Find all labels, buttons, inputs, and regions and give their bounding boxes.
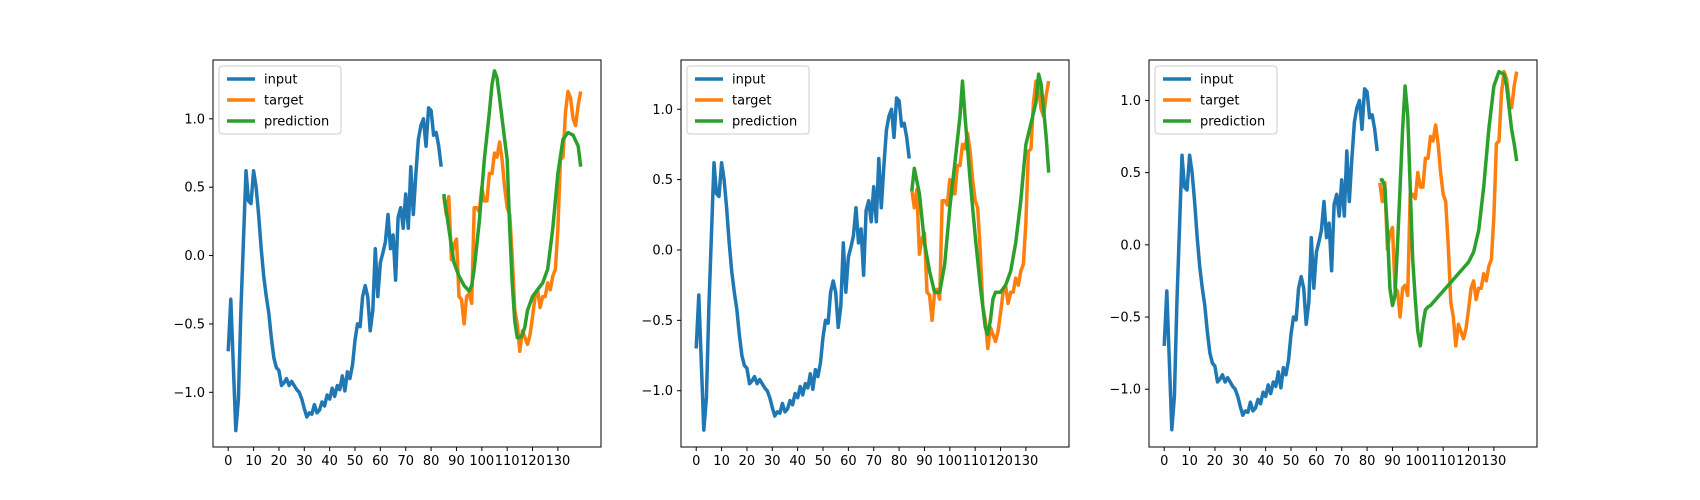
x-tick-label: 20 [1207,454,1224,469]
legend-box [686,65,810,135]
x-tick-label: 30 [764,454,781,469]
legend-label-target: target [732,94,772,109]
legend: input target prediction [686,65,810,135]
series-group [1162,69,1519,432]
x-tick-label: 90 [448,454,465,469]
x-tick-label: 80 [1359,454,1376,469]
y-tick-label: −1.0 [641,384,673,399]
x-tick-label: 40 [1257,454,1274,469]
y-tick-label: 1.0 [184,112,205,127]
x-tick-label: 0 [224,454,232,469]
legend-label-target: target [264,94,304,109]
legend: input target prediction [218,65,342,135]
x-tick-label: 10 [245,454,262,469]
axes-frame [212,59,602,448]
legend-label-prediction: prediction [1200,115,1265,130]
x-tick-label: 50 [1283,454,1300,469]
legend-label-target: target [1200,94,1240,109]
series-line-input [1162,87,1379,432]
subplots: 0 10 20 30 40 50 60 70 80 90 100 110 120 130−1.0−0.50… [173,59,1538,469]
series-line-prediction [910,72,1051,337]
y-tick-label: 0.0 [652,243,673,258]
y-tick-label: 1.0 [1120,94,1141,109]
x-tick-label: 110 [1431,454,1456,469]
legend-box [1154,65,1278,135]
x-tick-label: 100 [937,454,962,469]
y-tick-label: −0.5 [1109,311,1141,326]
subplot-2: 0 10 20 30 40 50 60 70 80 90 100 110 120 130 −1.0 −0.5 0… [641,59,1070,469]
x-tick-label: 30 [296,454,313,469]
legend-label-input: input [1200,73,1233,88]
y-tick-label: 0.0 [184,249,205,264]
legend-label-input: input [732,73,765,88]
x-tick-label: 120 [520,454,545,469]
series-line-prediction [1379,69,1519,348]
x-tick-label: 0 [1160,454,1168,469]
x-tick-label: 60 [1308,454,1325,469]
x-tick-label: 100 [469,454,494,469]
x-tick-label: 100 [1405,454,1430,469]
x-tick-label: 80 [423,454,440,469]
legend-box [218,65,342,135]
x-tick-label: 130 [1481,454,1506,469]
axes-frame [1148,59,1538,448]
series-line-input [226,106,443,433]
y-tick-label: 0.5 [652,173,673,188]
series-group [694,72,1051,432]
x-tick-label: 40 [789,454,806,469]
legend: input target prediction [1154,65,1278,135]
x-tick-label: 80 [891,454,908,469]
x-tick-label: 90 [1384,454,1401,469]
x-tick-label: 70 [865,454,882,469]
y-tick-label: −1.0 [1109,383,1141,398]
legend-label-prediction: prediction [732,115,797,130]
x-tick-label: 90 [916,454,933,469]
x-tick-label: 110 [963,454,988,469]
x-tick-label: 20 [271,454,288,469]
x-tick-label: 60 [840,454,857,469]
x-tick-label: 0 [692,454,700,469]
y-tick-label: 1.0 [652,103,673,118]
x-tick-label: 130 [545,454,570,469]
legend-label-prediction: prediction [264,115,329,130]
x-tick-label: 20 [739,454,756,469]
x-tick-label: 10 [1181,454,1198,469]
x-tick-label: 120 [1456,454,1481,469]
y-tick-label: −1.0 [173,386,205,401]
legend-label-input: input [264,73,297,88]
y-tick-label: 0.5 [1120,166,1141,181]
x-tick-label: 120 [988,454,1013,469]
axes-frame [680,59,1070,448]
series-line-prediction [442,69,583,340]
x-tick-label: 50 [347,454,364,469]
series-group [226,69,583,433]
x-tick-label: 50 [815,454,832,469]
x-tick-label: 60 [372,454,389,469]
y-tick-label: −0.5 [641,314,673,329]
x-tick-label: 70 [397,454,414,469]
y-tick-label: 0.0 [1120,238,1141,253]
subplot-1: 0 10 20 30 40 50 60 70 80 90 100 110 120 130 −1.0 −0.5 0… [173,59,602,469]
x-tick-label: 110 [495,454,520,469]
x-tick-label: 70 [1333,454,1350,469]
subplot-3: 0 10 20 30 40 50 60 70 80 90 100 110 120 130 −1.0 −0.5 0… [1109,59,1538,469]
series-line-input [694,96,911,432]
y-tick-label: −0.5 [173,317,205,332]
series-line-target [1378,69,1519,348]
x-tick-label: 40 [321,454,338,469]
x-tick-label: 30 [1232,454,1249,469]
x-tick-label: 130 [1013,454,1038,469]
x-tick-label: 10 [713,454,730,469]
y-tick-label: 0.5 [184,181,205,196]
